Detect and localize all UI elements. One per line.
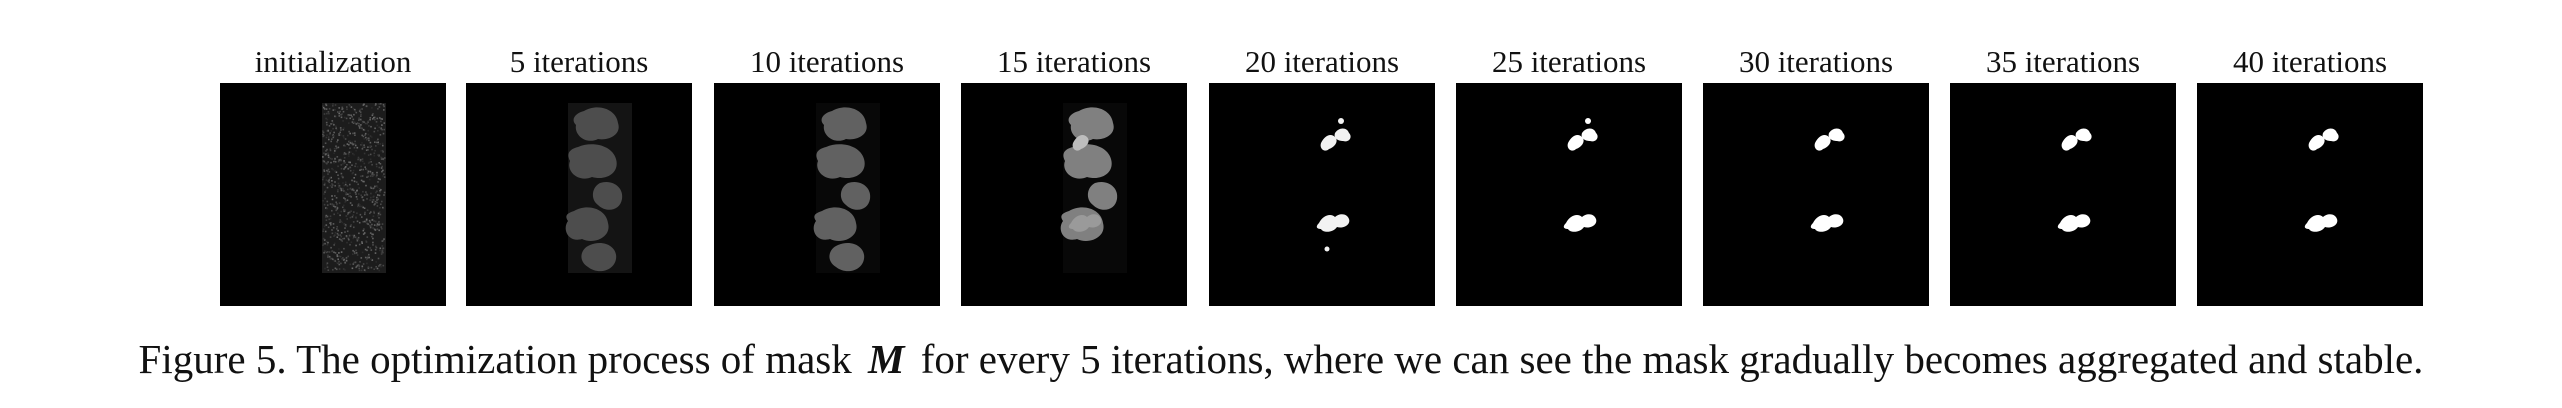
panel-initialization: initialization bbox=[220, 0, 446, 310]
panel-title: 25 iterations bbox=[1491, 44, 1647, 79]
panel-35-iterations: 35 iterations bbox=[1950, 0, 2176, 310]
figure-caption: Figure 5. The optimization process of ma… bbox=[0, 334, 2562, 384]
panel-title: 5 iterations bbox=[509, 44, 649, 79]
panel-5-iterations: 5 iterations bbox=[466, 0, 692, 310]
mask-image-20-iterations bbox=[1209, 83, 1435, 306]
mask-image-40-iterations bbox=[2197, 83, 2423, 306]
panel-10-iterations: 10 iterations bbox=[714, 0, 940, 310]
mask-blobs bbox=[1810, 128, 1845, 232]
mask-blobs bbox=[1316, 118, 1351, 252]
mask-evolution-figure: initialization 5 iterations 10 iteration… bbox=[220, 0, 2423, 310]
panel-15-iterations: 15 iterations bbox=[961, 0, 1187, 310]
mask-blobs bbox=[1563, 118, 1598, 232]
panel-20-iterations: 20 iterations bbox=[1209, 0, 1435, 310]
panel-25-iterations: 25 iterations bbox=[1456, 0, 1682, 310]
panel-title: 15 iterations bbox=[996, 44, 1152, 79]
caption-text-before: Figure 5. The optimization process of ma… bbox=[138, 336, 852, 382]
caption-mask-variable: M bbox=[868, 336, 905, 382]
panel-30-iterations: 30 iterations bbox=[1703, 0, 1929, 310]
noise-region bbox=[322, 103, 386, 273]
mask-blobs bbox=[2304, 128, 2339, 232]
mask-image-15-iterations bbox=[961, 83, 1187, 306]
panel-title: initialization bbox=[254, 44, 412, 79]
panel-title: 35 iterations bbox=[1985, 44, 2141, 79]
panel-40-iterations: 40 iterations bbox=[2197, 0, 2423, 310]
mask-blobs bbox=[2057, 128, 2092, 232]
mask-image-35-iterations bbox=[1950, 83, 2176, 306]
mask-blobs bbox=[813, 103, 880, 273]
mask-image-5-iterations bbox=[466, 83, 692, 306]
panel-title: 40 iterations bbox=[2232, 44, 2388, 79]
mask-image-10-iterations bbox=[714, 83, 940, 306]
mask-image-25-iterations bbox=[1456, 83, 1682, 306]
panel-title: 20 iterations bbox=[1244, 44, 1400, 79]
mask-image-initialization bbox=[220, 83, 446, 306]
mask-image-30-iterations bbox=[1703, 83, 1929, 306]
mask-blobs bbox=[1060, 103, 1127, 273]
caption-text-after: for every 5 iterations, where we can see… bbox=[920, 336, 2424, 382]
mask-blobs bbox=[565, 103, 632, 273]
panel-title: 30 iterations bbox=[1738, 44, 1894, 79]
panel-title: 10 iterations bbox=[749, 44, 905, 79]
